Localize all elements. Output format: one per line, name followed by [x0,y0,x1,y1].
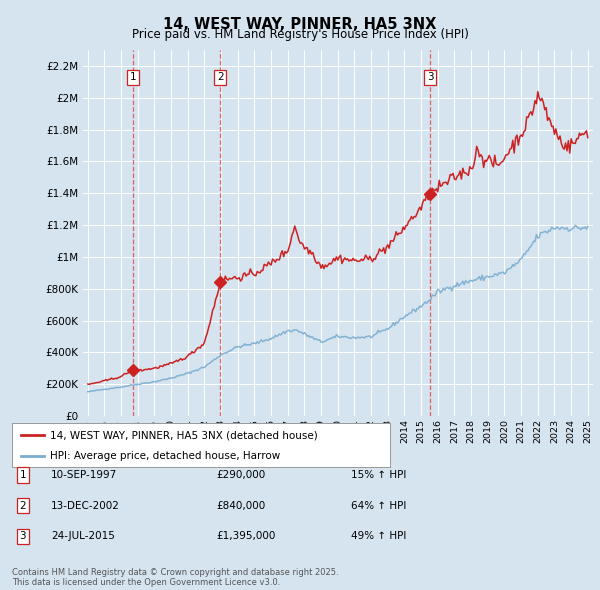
Text: 15% ↑ HPI: 15% ↑ HPI [351,470,406,480]
Text: Price paid vs. HM Land Registry's House Price Index (HPI): Price paid vs. HM Land Registry's House … [131,28,469,41]
Text: Contains HM Land Registry data © Crown copyright and database right 2025.
This d: Contains HM Land Registry data © Crown c… [12,568,338,587]
Text: 1: 1 [130,72,136,82]
Text: 49% ↑ HPI: 49% ↑ HPI [351,532,406,541]
Text: £1,395,000: £1,395,000 [216,532,275,541]
Text: 24-JUL-2015: 24-JUL-2015 [51,532,115,541]
Text: 64% ↑ HPI: 64% ↑ HPI [351,501,406,510]
Text: HPI: Average price, detached house, Harrow: HPI: Average price, detached house, Harr… [50,451,280,461]
Text: 14, WEST WAY, PINNER, HA5 3NX: 14, WEST WAY, PINNER, HA5 3NX [163,17,437,31]
Text: 14, WEST WAY, PINNER, HA5 3NX (detached house): 14, WEST WAY, PINNER, HA5 3NX (detached … [50,431,317,440]
Text: £840,000: £840,000 [216,501,265,510]
Text: 2: 2 [217,72,224,82]
Text: £290,000: £290,000 [216,470,265,480]
Text: 1: 1 [19,470,26,480]
Text: 10-SEP-1997: 10-SEP-1997 [51,470,117,480]
Text: 3: 3 [427,72,434,82]
Text: 3: 3 [19,532,26,541]
Text: 13-DEC-2002: 13-DEC-2002 [51,501,120,510]
Text: 2: 2 [19,501,26,510]
